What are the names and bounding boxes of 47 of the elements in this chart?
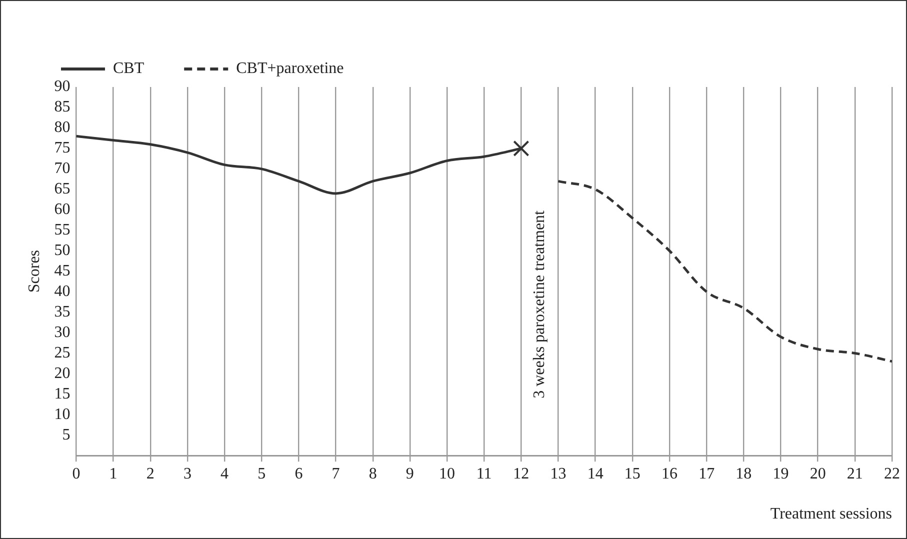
x-tick-label: 14 bbox=[587, 465, 604, 482]
x-tick-label: 8 bbox=[368, 465, 377, 482]
y-tick-label: 30 bbox=[54, 324, 70, 341]
legend-label: CBT bbox=[113, 60, 144, 78]
y-tick-label: 85 bbox=[54, 98, 70, 116]
y-tick-label: 35 bbox=[54, 303, 70, 320]
y-tick-label: 15 bbox=[54, 385, 70, 402]
x-tick-label: 10 bbox=[439, 465, 456, 482]
x-tick-label: 1 bbox=[109, 465, 118, 482]
legend-label: CBT+paroxetine bbox=[236, 60, 344, 78]
line-series bbox=[557, 180, 892, 363]
x-tick-label: 6 bbox=[294, 465, 303, 482]
y-tick-label: 25 bbox=[54, 344, 70, 362]
x-tick-label: 4 bbox=[220, 465, 229, 482]
y-tick-label: 90 bbox=[54, 78, 70, 96]
y-tick-label: 60 bbox=[54, 201, 70, 218]
x-tick-label: 21 bbox=[846, 465, 863, 482]
x-tick-label: 13 bbox=[550, 465, 566, 482]
x-tick-label: 18 bbox=[736, 465, 752, 482]
y-tick-label: 65 bbox=[54, 180, 70, 198]
x-tick-label: 16 bbox=[662, 465, 678, 482]
annotation: 3 weeks paroxetine treatment bbox=[530, 210, 548, 398]
x-tick-label: 2 bbox=[146, 465, 154, 482]
x-tick-label: 12 bbox=[513, 465, 530, 482]
y-tick-label: 70 bbox=[54, 160, 70, 178]
x-axis-title: Treatment sessions bbox=[770, 506, 892, 523]
x-tick-label: 5 bbox=[258, 465, 266, 482]
x-tick-label: 15 bbox=[624, 465, 640, 482]
x-tick-label: 7 bbox=[332, 465, 340, 482]
x-tick-label: 0 bbox=[72, 465, 80, 482]
y-axis-title: Scores bbox=[26, 250, 43, 293]
x-tick-label: 11 bbox=[476, 465, 492, 482]
y-tick-label: 10 bbox=[54, 406, 70, 423]
y-tick-label: 5 bbox=[62, 426, 70, 444]
y-tick-label: 80 bbox=[54, 119, 70, 136]
y-tick-label: 55 bbox=[54, 222, 70, 239]
x-tick-label: 20 bbox=[810, 465, 826, 482]
x-tick-label: 17 bbox=[698, 465, 715, 482]
y-tick-label: 45 bbox=[54, 262, 70, 280]
x-tick-label: 9 bbox=[406, 465, 414, 482]
y-tick-label: 75 bbox=[54, 140, 70, 157]
y-tick-label: 40 bbox=[54, 282, 70, 300]
y-tick-label: 50 bbox=[54, 242, 70, 260]
x-tick-label: 19 bbox=[772, 465, 789, 482]
x-tick-label: 3 bbox=[183, 465, 192, 482]
x-tick-label: 22 bbox=[884, 465, 900, 482]
y-tick-label: 20 bbox=[54, 364, 70, 382]
